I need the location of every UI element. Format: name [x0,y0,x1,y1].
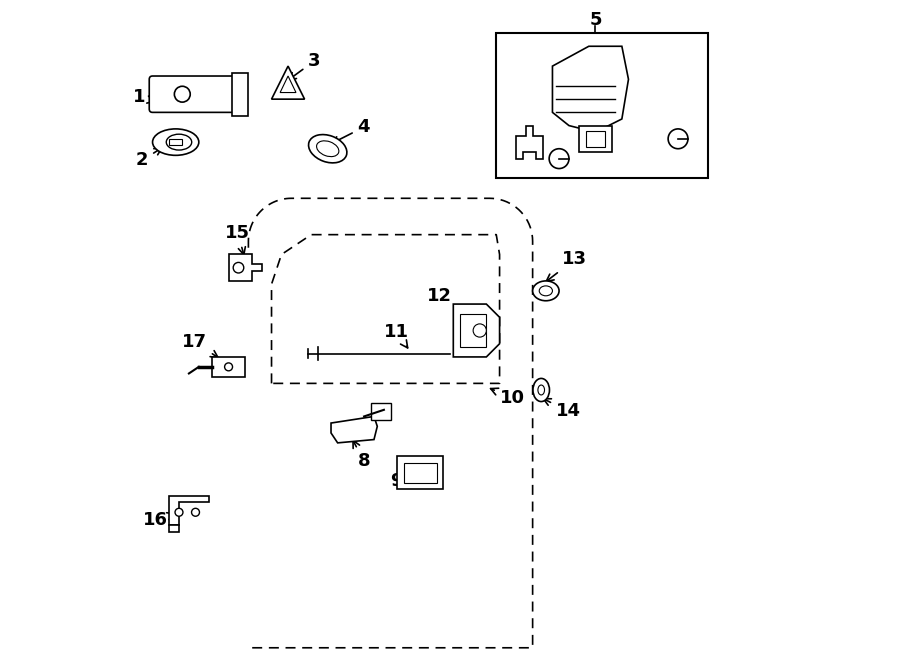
FancyBboxPatch shape [149,76,242,112]
Text: 3: 3 [289,52,320,80]
Ellipse shape [153,129,199,155]
Circle shape [473,324,486,337]
Bar [371,403,391,420]
Ellipse shape [533,281,559,301]
Text: 7: 7 [506,148,524,166]
Text: 17: 17 [183,333,218,358]
Circle shape [192,508,200,516]
Bar [169,139,183,145]
Circle shape [225,363,232,371]
Text: 8: 8 [353,440,370,470]
Text: 6: 6 [569,118,587,137]
Text: 16: 16 [142,512,175,529]
Bar [586,131,606,147]
Circle shape [175,86,190,102]
Bar [404,463,436,483]
Text: 11: 11 [384,323,409,348]
Circle shape [175,508,183,516]
Polygon shape [169,496,209,525]
Ellipse shape [533,378,550,401]
Polygon shape [229,254,262,281]
Bar [460,314,486,347]
Circle shape [668,129,688,149]
Bar [212,357,245,377]
Text: 14: 14 [544,399,580,420]
Ellipse shape [309,135,346,163]
Polygon shape [272,66,304,99]
Text: 9: 9 [391,472,409,490]
Text: 1: 1 [132,89,155,106]
Ellipse shape [538,385,544,395]
Ellipse shape [166,134,192,150]
Polygon shape [280,76,296,93]
Circle shape [233,262,244,273]
Polygon shape [454,304,500,357]
Text: 10: 10 [491,388,525,407]
Text: 13: 13 [546,251,588,282]
Ellipse shape [317,141,339,157]
Bar [397,456,444,489]
Ellipse shape [539,286,553,295]
Polygon shape [553,46,628,132]
Bar [579,126,612,152]
Text: 12: 12 [427,287,463,315]
Polygon shape [331,416,377,443]
Text: 15: 15 [225,224,250,254]
Bar [496,33,707,178]
Circle shape [549,149,569,169]
Bar [232,73,248,116]
Polygon shape [169,525,179,532]
Text: 5: 5 [590,11,602,29]
Text: 4: 4 [332,118,370,143]
Text: 2: 2 [136,148,162,169]
Polygon shape [516,126,543,159]
